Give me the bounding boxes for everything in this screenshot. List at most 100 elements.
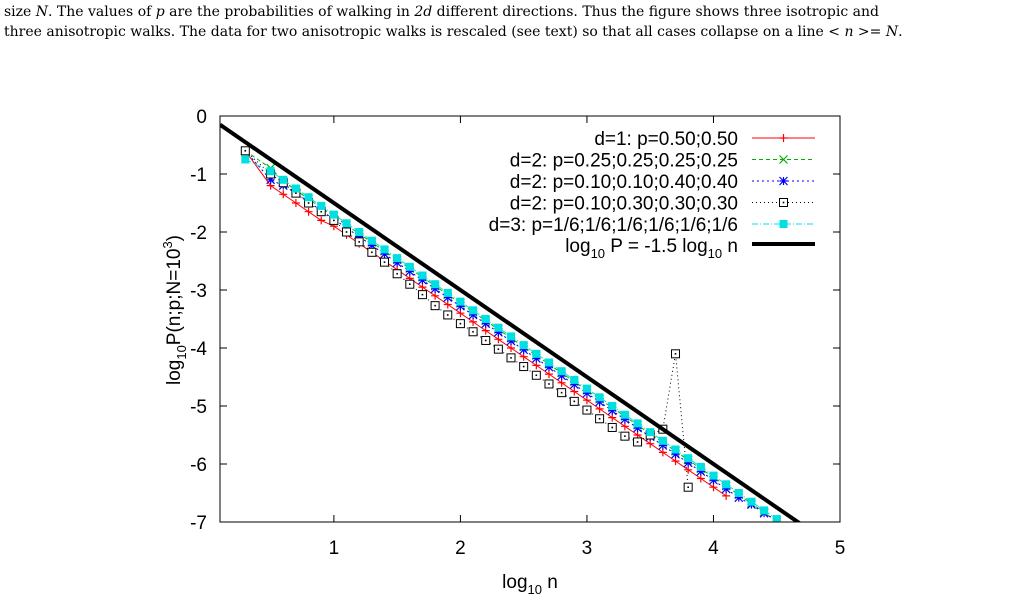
- series-5-point: [431, 280, 440, 289]
- series-4: [240, 146, 693, 492]
- series-4-point: [671, 349, 681, 359]
- series-4-point: [342, 227, 352, 237]
- series-5-point: [582, 384, 591, 393]
- figure-caption: size N. The values of p are the probabil…: [4, 2, 1024, 42]
- series-1-point: [608, 413, 617, 422]
- series-1-point: [671, 457, 680, 466]
- caption-text: different directions. Thus the figure sh…: [432, 4, 879, 20]
- series-5-point: [481, 315, 490, 323]
- series-3-point: [696, 467, 706, 476]
- plot-frame: [219, 115, 841, 523]
- series-4-point: [367, 247, 377, 257]
- series-3-point: [620, 414, 630, 424]
- y-tick-label: -7: [190, 513, 207, 534]
- legend-label-1: d=1: p=0.50;0.50: [594, 129, 738, 150]
- x-tick-label: 2: [455, 538, 466, 559]
- reference-line: [220, 123, 802, 522]
- series-5-point: [405, 262, 414, 271]
- series-3-point: [266, 175, 276, 185]
- series-1-point: [291, 199, 300, 207]
- series-1-line: [244, 150, 727, 497]
- series-5-point: [760, 506, 769, 515]
- series-4-point: [506, 353, 516, 363]
- x-tick-label: 4: [708, 538, 719, 559]
- series-1-point: [696, 474, 705, 483]
- series-3-point: [519, 345, 529, 355]
- series-1-point: [544, 370, 553, 379]
- series-5-point: [418, 271, 427, 280]
- series-1-point: [317, 216, 326, 225]
- series-5-point: [557, 367, 566, 376]
- caption-math: N: [35, 4, 49, 20]
- series-3-point: [721, 484, 731, 494]
- series-3-point: [582, 388, 592, 398]
- series-5-point: [532, 349, 541, 358]
- series-5-point: [747, 497, 756, 506]
- series-5-point: [279, 175, 288, 184]
- series-1-point: [507, 344, 516, 352]
- series-5-point: [570, 375, 579, 384]
- series-4-point: [544, 379, 554, 389]
- series-1-point: [443, 300, 452, 309]
- series-layer: [240, 146, 782, 522]
- series-4-point: [443, 310, 453, 320]
- x-tick-label: 3: [582, 538, 593, 559]
- series-5-point: [329, 210, 338, 219]
- series-1-point: [469, 317, 478, 326]
- series-3-point: [531, 354, 541, 363]
- series-5-point: [696, 462, 705, 471]
- series-4-point: [240, 146, 250, 156]
- series-4-point: [493, 344, 503, 354]
- series-5-point: [342, 219, 351, 228]
- legend-label-2: d=2: p=0.25;0.25;0.25;0.25: [510, 151, 738, 172]
- series-5: [241, 155, 781, 522]
- series-4-point: [481, 335, 491, 345]
- series-4-point: [519, 362, 529, 372]
- legend-label-5: d=3: p=1/6;1/6;1/6;1/6;1/6;1/6: [489, 215, 738, 236]
- y-tick-label: -4: [190, 339, 207, 360]
- y-tick-label: -3: [190, 281, 207, 302]
- series-5-point: [507, 332, 516, 341]
- series-3-point: [430, 284, 440, 294]
- series-3-point: [443, 293, 453, 302]
- series-5-point: [544, 358, 553, 367]
- series-1-point: [519, 352, 528, 361]
- series-1-point: [582, 396, 591, 405]
- series-5-point: [671, 445, 680, 454]
- series-5-point: [722, 480, 731, 489]
- series-1-point: [304, 207, 313, 216]
- series-1-point: [418, 283, 427, 292]
- series-5-point: [317, 201, 326, 210]
- series-4-point: [595, 414, 605, 424]
- series-3-point: [506, 336, 516, 346]
- series-1-point: [431, 291, 440, 300]
- series-5-point: [494, 323, 503, 332]
- series-3-point: [405, 267, 415, 276]
- series-3-point: [671, 449, 680, 459]
- series-1-point: [481, 326, 490, 335]
- series-5-point: [633, 419, 642, 428]
- series-3-point: [455, 301, 465, 311]
- legend: d=1: p=0.50;0.50d=2: p=0.25;0.25;0.25;0.…: [489, 129, 815, 236]
- series-1-point: [709, 483, 718, 492]
- legend-marker-3: [779, 176, 788, 186]
- caption-line-1: size N. The values of p are the probabil…: [4, 2, 1024, 22]
- caption-math: < n >= N: [828, 24, 899, 40]
- series-5-point: [709, 471, 718, 480]
- legend-label-3: d=2: p=0.10;0.10;0.40;0.40: [510, 172, 738, 193]
- series-3-point: [607, 406, 617, 416]
- y-tick-label: -6: [190, 455, 207, 476]
- series-3-point: [544, 362, 554, 372]
- series-4-point: [633, 437, 643, 447]
- caption-text: three anisotropic walks. The data for tw…: [4, 24, 829, 40]
- series-5-point: [772, 515, 781, 522]
- series-4-point: [468, 327, 478, 337]
- series-4-point: [607, 422, 617, 432]
- series-1-point: [494, 335, 503, 344]
- series-4-point: [354, 237, 364, 247]
- series-5-point: [393, 254, 402, 263]
- series-3-point: [493, 327, 503, 337]
- series-5-point: [367, 236, 376, 245]
- x-axis-title: log10 n: [502, 572, 558, 597]
